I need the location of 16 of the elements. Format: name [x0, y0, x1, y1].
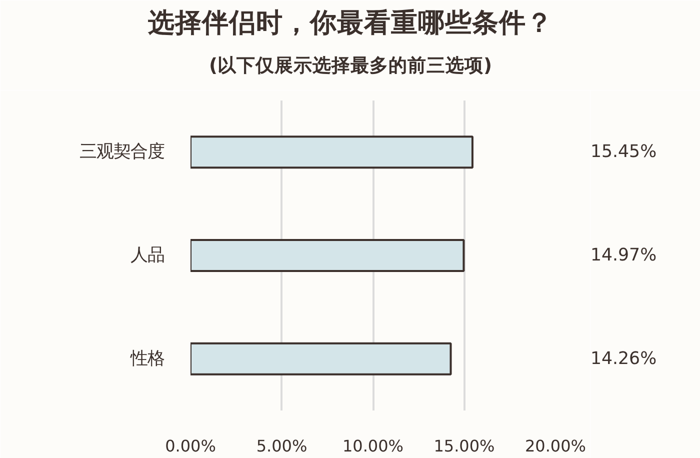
- x-tick-label: 5.00%: [256, 436, 308, 456]
- bar: [190, 136, 474, 169]
- x-tick-label: 20.00%: [524, 436, 586, 456]
- x-tick-label: 10.00%: [342, 436, 404, 456]
- x-tick-label: 15.00%: [434, 436, 495, 456]
- data-label: 14.26%: [590, 348, 657, 369]
- data-label: 15.45%: [590, 142, 657, 162]
- y-tick-label: 三观契合度: [80, 142, 164, 162]
- bar: [190, 239, 465, 272]
- chart-title: 选择伴侣时，你最看重哪些条件？: [147, 8, 553, 38]
- data-label: 14.97%: [590, 246, 657, 266]
- chart-subtitle: (以下仅展示选择最多的前三选项): [208, 54, 492, 76]
- y-tick-label: 性格: [130, 348, 164, 369]
- y-tick-label: 人品: [130, 246, 164, 266]
- bar: [190, 342, 452, 376]
- x-tick-label: 0.00%: [165, 436, 216, 456]
